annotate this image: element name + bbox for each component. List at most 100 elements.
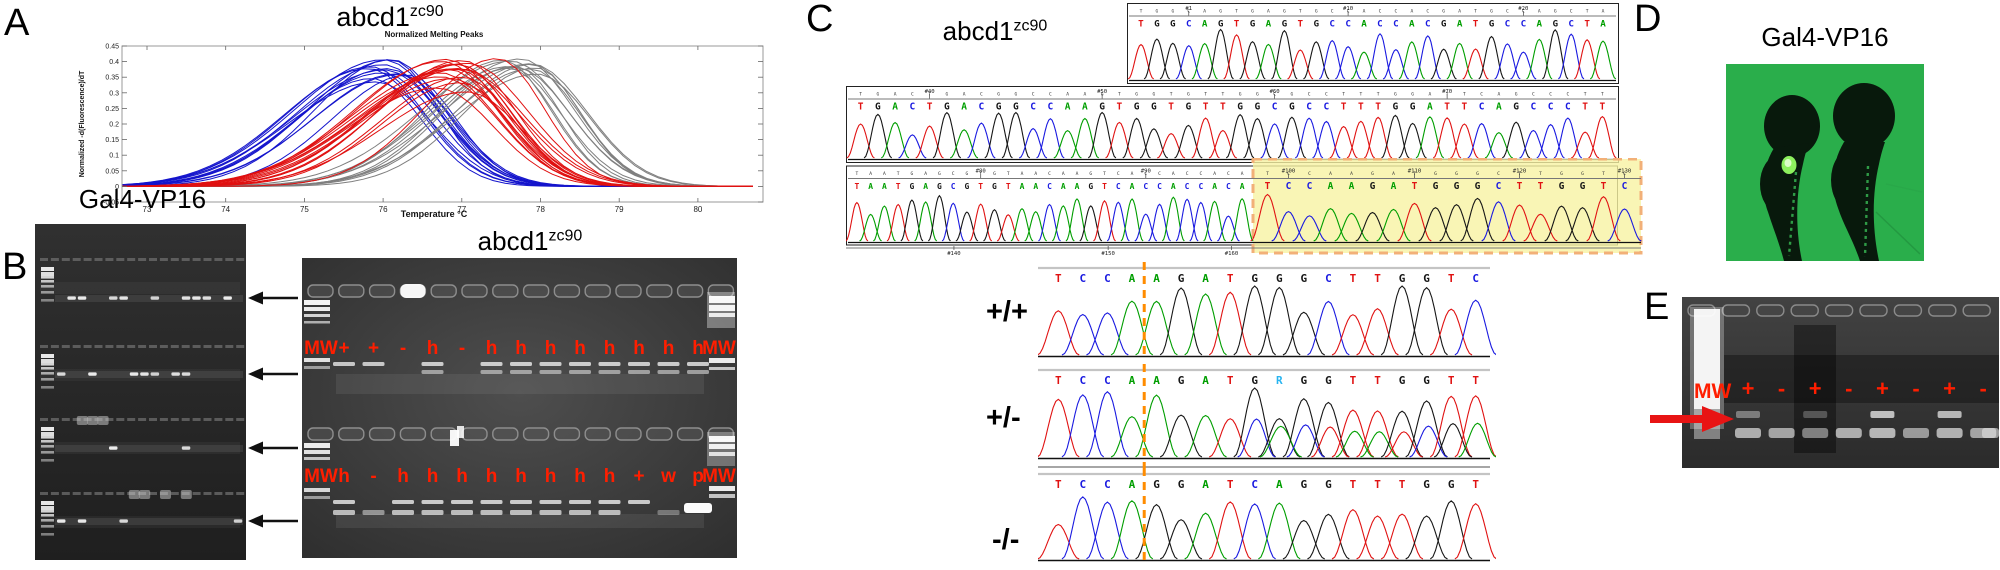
svg-text:A: A bbox=[894, 92, 897, 98]
svg-text:h: h bbox=[486, 338, 498, 359]
svg-text:A: A bbox=[1427, 102, 1433, 113]
svg-text:0.45: 0.45 bbox=[105, 44, 119, 51]
svg-text:G: G bbox=[1282, 19, 1288, 30]
gel-genotyping: MW + - + - + - + - bbox=[1682, 297, 1999, 468]
svg-text:T: T bbox=[1600, 102, 1606, 113]
genotype-label-het: +/- bbox=[986, 402, 1021, 434]
svg-text:A: A bbox=[1350, 171, 1353, 177]
svg-text:G: G bbox=[1313, 19, 1319, 30]
svg-text:G: G bbox=[1301, 478, 1308, 491]
svg-text:h: h bbox=[427, 466, 439, 487]
svg-text:78: 78 bbox=[536, 205, 545, 214]
svg-text:G: G bbox=[1276, 272, 1283, 285]
svg-text:A: A bbox=[1240, 182, 1245, 191]
svg-text:h: h bbox=[427, 338, 439, 359]
svg-text:T: T bbox=[1444, 102, 1450, 113]
svg-text:-: - bbox=[400, 338, 406, 359]
svg-text:T: T bbox=[1227, 374, 1234, 387]
svg-text:T: T bbox=[1539, 171, 1542, 177]
svg-text:0.3: 0.3 bbox=[109, 90, 119, 97]
svg-text:A: A bbox=[1066, 92, 1069, 98]
svg-text:C: C bbox=[1531, 102, 1537, 113]
svg-text:C: C bbox=[1479, 102, 1485, 113]
panel-c-title-sup: zc90 bbox=[1013, 17, 1048, 35]
svg-text:G: G bbox=[1014, 92, 1017, 98]
svg-text:0.05: 0.05 bbox=[105, 168, 119, 175]
svg-text:C: C bbox=[1329, 19, 1335, 30]
svg-text:T: T bbox=[1602, 171, 1605, 177]
svg-text:C: C bbox=[1497, 171, 1500, 177]
svg-text:T: T bbox=[1472, 374, 1479, 387]
svg-text:G: G bbox=[997, 92, 1000, 98]
svg-text:G: G bbox=[1156, 9, 1159, 15]
svg-text:G: G bbox=[1423, 478, 1430, 491]
svg-text:T: T bbox=[1265, 181, 1271, 192]
svg-text:A: A bbox=[1213, 171, 1216, 177]
svg-text:A: A bbox=[1202, 374, 1209, 387]
svg-text:h: h bbox=[486, 466, 498, 487]
svg-text:G: G bbox=[1315, 9, 1318, 15]
band-arrows bbox=[248, 291, 298, 528]
svg-text:C: C bbox=[1505, 19, 1511, 30]
svg-text:#80: #80 bbox=[976, 169, 986, 175]
svg-text:T: T bbox=[1448, 272, 1455, 285]
svg-text:T: T bbox=[854, 182, 859, 191]
svg-text:T: T bbox=[1235, 9, 1238, 15]
svg-text:G: G bbox=[992, 182, 997, 191]
svg-text:T: T bbox=[1234, 19, 1240, 30]
svg-text:h: h bbox=[338, 466, 350, 487]
svg-text:A: A bbox=[1391, 181, 1397, 192]
svg-text:A: A bbox=[868, 182, 873, 191]
svg-text:80: 80 bbox=[693, 205, 702, 214]
svg-text:G: G bbox=[1399, 272, 1406, 285]
svg-text:G: G bbox=[965, 182, 970, 191]
svg-text:#1: #1 bbox=[1185, 6, 1192, 12]
svg-text:G: G bbox=[1448, 478, 1455, 491]
svg-text:C: C bbox=[1521, 19, 1527, 30]
svg-text:A: A bbox=[1153, 272, 1160, 285]
svg-text:A: A bbox=[1171, 182, 1176, 191]
svg-text:+: + bbox=[368, 338, 379, 359]
svg-text:G: G bbox=[875, 102, 881, 113]
svg-text:G: G bbox=[1560, 171, 1563, 177]
svg-text:T: T bbox=[1584, 92, 1587, 98]
genotype-label-wt: +/+ bbox=[986, 296, 1028, 328]
svg-text:MW: MW bbox=[702, 338, 736, 359]
svg-text:T: T bbox=[1412, 181, 1418, 192]
svg-text:77: 77 bbox=[457, 205, 466, 214]
svg-text:C: C bbox=[1116, 182, 1121, 191]
svg-text:A: A bbox=[1129, 478, 1136, 491]
svg-text:G: G bbox=[876, 92, 879, 98]
svg-text:C: C bbox=[1048, 102, 1054, 113]
band-arrow-red bbox=[1650, 406, 1734, 432]
svg-text:-: - bbox=[1845, 376, 1852, 401]
svg-text:T: T bbox=[1138, 19, 1144, 30]
svg-text:A: A bbox=[1361, 19, 1367, 30]
svg-text:G: G bbox=[1301, 272, 1308, 285]
genotype-label-mut: -/- bbox=[992, 524, 1020, 556]
svg-text:A: A bbox=[1600, 19, 1606, 30]
svg-text:h: h bbox=[574, 466, 586, 487]
svg-text:Normalized -d(Fluorescence)/dT: Normalized -d(Fluorescence)/dT bbox=[79, 70, 86, 177]
svg-text:R: R bbox=[1276, 374, 1283, 387]
svg-text:-: - bbox=[1980, 376, 1987, 401]
svg-text:76: 76 bbox=[379, 205, 388, 214]
svg-text:G: G bbox=[1256, 92, 1259, 98]
svg-text:A: A bbox=[1267, 9, 1270, 15]
left-gel-title: Gal4-VP16 bbox=[78, 184, 207, 214]
svg-text:h: h bbox=[604, 466, 616, 487]
svg-text:Temperature °C: Temperature °C bbox=[401, 209, 468, 219]
right-gel-title-text: abcd1 bbox=[477, 226, 549, 256]
svg-text:-: - bbox=[1778, 376, 1785, 401]
svg-text:+: + bbox=[633, 466, 644, 487]
svg-text:C: C bbox=[1226, 182, 1231, 191]
svg-text:A: A bbox=[1075, 182, 1080, 191]
svg-text:C: C bbox=[1251, 478, 1258, 491]
svg-text:G: G bbox=[1581, 171, 1584, 177]
svg-text:C: C bbox=[1549, 92, 1552, 98]
chromatogram-row-1: TTGGGGCCAAGGTTGGAAGGTTGGCCCCAACCCCAACCGG… bbox=[1127, 3, 1619, 84]
svg-text:73: 73 bbox=[143, 205, 152, 214]
svg-text:G: G bbox=[1251, 272, 1258, 285]
svg-text:T: T bbox=[1538, 181, 1544, 192]
